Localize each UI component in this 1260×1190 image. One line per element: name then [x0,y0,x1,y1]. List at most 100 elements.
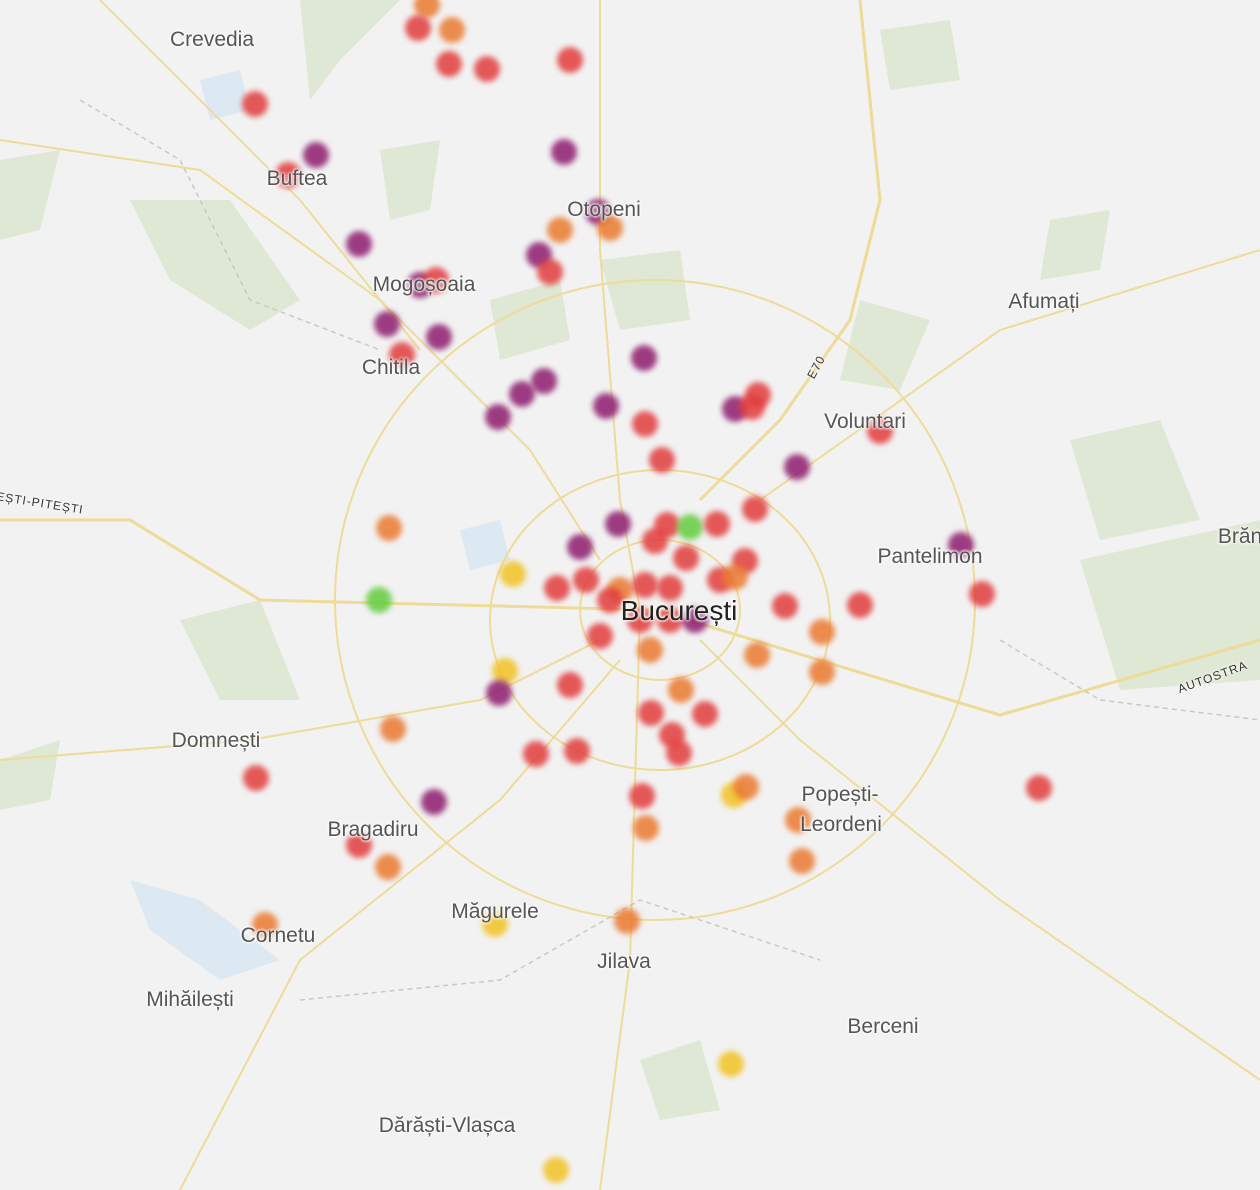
air-quality-marker-orange[interactable] [809,619,835,645]
air-quality-marker-red[interactable] [243,765,269,791]
air-quality-marker-purple[interactable] [551,139,577,165]
air-quality-marker-red[interactable] [587,623,613,649]
air-quality-marker-green[interactable] [677,514,703,540]
air-quality-marker-purple[interactable] [346,231,372,257]
air-quality-marker-red[interactable] [557,47,583,73]
air-quality-marker-purple[interactable] [374,311,400,337]
place-label: Domnești [171,729,261,752]
air-quality-marker-red[interactable] [346,832,372,858]
boundaries [79,99,1260,1001]
air-quality-marker-red[interactable] [666,740,692,766]
air-quality-marker-purple[interactable] [531,368,557,394]
air-quality-marker-red[interactable] [242,91,268,117]
place-label: Mihăilești [146,988,234,1011]
air-quality-marker-red[interactable] [638,700,664,726]
air-quality-marker-purple[interactable] [421,789,447,815]
air-quality-marker-red[interactable] [564,738,590,764]
air-quality-marker-red[interactable] [389,342,415,368]
place-label: Chitila [361,356,421,379]
air-quality-marker-red[interactable] [1026,775,1052,801]
air-quality-marker-orange[interactable] [375,854,401,880]
air-quality-marker-orange[interactable] [809,659,835,685]
air-quality-marker-red[interactable] [423,267,449,293]
air-quality-marker-orange[interactable] [380,716,406,742]
air-quality-marker-orange[interactable] [614,908,640,934]
place-label: Voluntari [824,410,906,433]
air-quality-marker-orange[interactable] [414,0,440,18]
air-quality-marker-orange[interactable] [744,642,770,668]
place-label: Măgurele [451,900,539,923]
air-quality-marker-orange[interactable] [439,17,465,43]
water-areas [130,70,510,980]
air-quality-marker-purple[interactable] [485,404,511,430]
air-quality-marker-red[interactable] [629,783,655,809]
place-label: Dărăști-Vlașca [378,1114,516,1137]
air-quality-marker-yellow[interactable] [492,658,518,684]
air-quality-marker-red[interactable] [673,545,699,571]
marker-layer [242,0,1052,1183]
air-quality-marker-red[interactable] [657,607,683,633]
air-quality-marker-orange[interactable] [733,774,759,800]
air-quality-marker-yellow[interactable] [482,911,508,937]
air-quality-marker-orange[interactable] [547,217,573,243]
air-quality-marker-red[interactable] [436,51,462,77]
air-quality-marker-red[interactable] [742,496,768,522]
air-quality-marker-yellow[interactable] [500,561,526,587]
air-quality-marker-purple[interactable] [784,454,810,480]
air-quality-marker-yellow[interactable] [718,1051,744,1077]
air-quality-marker-orange[interactable] [376,515,402,541]
air-quality-marker-red[interactable] [632,572,658,598]
air-quality-marker-red[interactable] [474,56,500,82]
air-quality-marker-purple[interactable] [593,393,619,419]
air-quality-marker-orange[interactable] [785,807,811,833]
air-quality-marker-red[interactable] [739,394,765,420]
air-quality-marker-red[interactable] [275,162,301,188]
air-quality-marker-purple[interactable] [948,532,974,558]
air-quality-marker-purple[interactable] [567,534,593,560]
place-label: Jilava [597,950,651,973]
air-quality-marker-green[interactable] [366,587,392,613]
air-quality-marker-purple[interactable] [486,680,512,706]
air-quality-marker-purple[interactable] [303,142,329,168]
air-quality-marker-red[interactable] [544,575,570,601]
air-quality-marker-red[interactable] [692,701,718,727]
air-quality-marker-red[interactable] [969,581,995,607]
place-label: Otopeni [567,198,641,221]
air-quality-marker-red[interactable] [405,15,431,41]
air-quality-marker-orange[interactable] [637,637,663,663]
air-quality-marker-red[interactable] [772,593,798,619]
air-quality-marker-red[interactable] [537,259,563,285]
place-label: Afumați [1008,290,1080,313]
place-label: Brăn [1217,525,1260,548]
place-label: Popești- [801,783,879,806]
air-quality-marker-red[interactable] [557,672,583,698]
air-quality-marker-yellow[interactable] [543,1157,569,1183]
place-label: Mogoșoaia [372,273,476,296]
place-label: Leordeni [800,813,882,836]
air-quality-marker-orange[interactable] [633,815,659,841]
air-quality-marker-red[interactable] [642,528,668,554]
place-label: Buftea [266,167,328,190]
air-quality-marker-red[interactable] [704,511,730,537]
air-quality-marker-red[interactable] [597,587,623,613]
air-quality-marker-orange[interactable] [597,215,623,241]
air-quality-marker-purple[interactable] [426,324,452,350]
air-quality-marker-red[interactable] [573,567,599,593]
air-quality-marker-orange[interactable] [252,912,278,938]
air-quality-marker-orange[interactable] [722,564,748,590]
air-quality-marker-purple[interactable] [631,345,657,371]
air-quality-marker-orange[interactable] [789,848,815,874]
air-quality-marker-purple[interactable] [605,511,631,537]
air-quality-marker-red[interactable] [657,575,683,601]
air-quality-marker-red[interactable] [867,418,893,444]
air-quality-marker-red[interactable] [649,447,675,473]
air-quality-marker-red[interactable] [847,592,873,618]
air-quality-marker-purple[interactable] [682,607,708,633]
city-label: București [620,595,738,626]
air-quality-marker-orange[interactable] [668,677,694,703]
air-quality-marker-red[interactable] [523,741,549,767]
air-quality-marker-purple[interactable] [509,381,535,407]
air-quality-marker-red[interactable] [627,607,653,633]
air-quality-marker-red[interactable] [632,411,658,437]
